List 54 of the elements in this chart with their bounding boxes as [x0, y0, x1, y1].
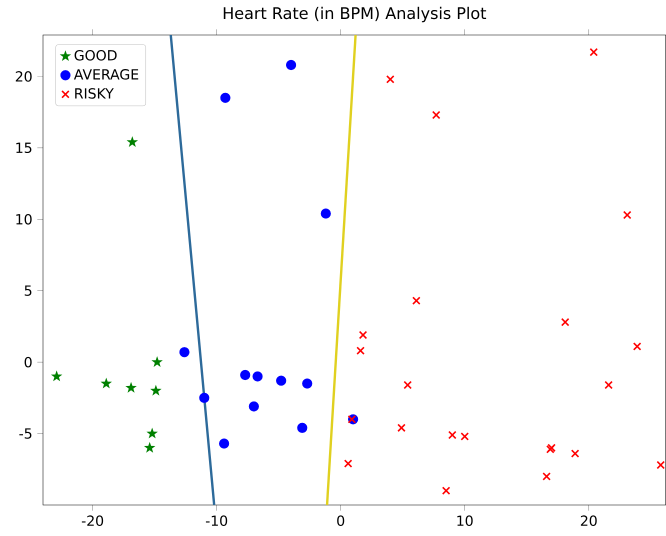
point	[397, 424, 406, 432]
point	[344, 459, 352, 468]
point	[432, 110, 440, 120]
point	[125, 382, 137, 393]
y-tick-label: 5	[24, 286, 32, 296]
y-tick-label: 10	[16, 214, 32, 225]
point	[286, 60, 296, 70]
point	[248, 401, 259, 412]
point	[542, 472, 551, 481]
point	[386, 75, 395, 84]
point	[302, 378, 312, 389]
x-tick-label: 20	[580, 515, 597, 526]
point	[144, 442, 156, 453]
y-tick-label: 15	[16, 142, 32, 154]
point	[199, 392, 210, 403]
point	[590, 48, 598, 56]
point	[151, 356, 163, 367]
point	[146, 428, 158, 438]
point	[252, 371, 263, 382]
point	[623, 210, 632, 220]
point	[448, 430, 457, 440]
x-tick-label: 10	[457, 515, 473, 526]
point	[403, 380, 412, 390]
point	[561, 318, 570, 326]
legend-label: RISKY	[75, 88, 114, 99]
point	[50, 370, 62, 382]
point	[297, 422, 308, 433]
point	[126, 136, 138, 147]
point	[276, 376, 286, 386]
point	[656, 460, 665, 470]
point	[220, 92, 230, 103]
x-tick-label: -10	[206, 515, 228, 526]
y-tick-label: -5	[19, 428, 32, 439]
point	[632, 342, 642, 351]
point	[150, 384, 162, 396]
point	[179, 347, 190, 358]
point	[100, 378, 112, 388]
legend-label: GOOD	[74, 50, 117, 61]
point	[240, 370, 250, 380]
point	[604, 380, 613, 390]
y-tick-label: 20	[16, 71, 32, 82]
point	[442, 486, 450, 495]
point	[460, 432, 469, 441]
point	[320, 208, 331, 219]
x-tick-label: 0	[337, 515, 344, 526]
point	[412, 296, 421, 305]
point	[570, 449, 580, 458]
point	[358, 330, 368, 340]
y-tick-label: 0	[24, 356, 32, 368]
point	[356, 346, 365, 355]
point	[219, 438, 230, 449]
legend-label: AVERAGE	[74, 69, 138, 80]
x-tick-label: -20	[82, 515, 104, 526]
chart-title: Heart Rate (in BPM) Analysis Plot	[224, 6, 486, 22]
